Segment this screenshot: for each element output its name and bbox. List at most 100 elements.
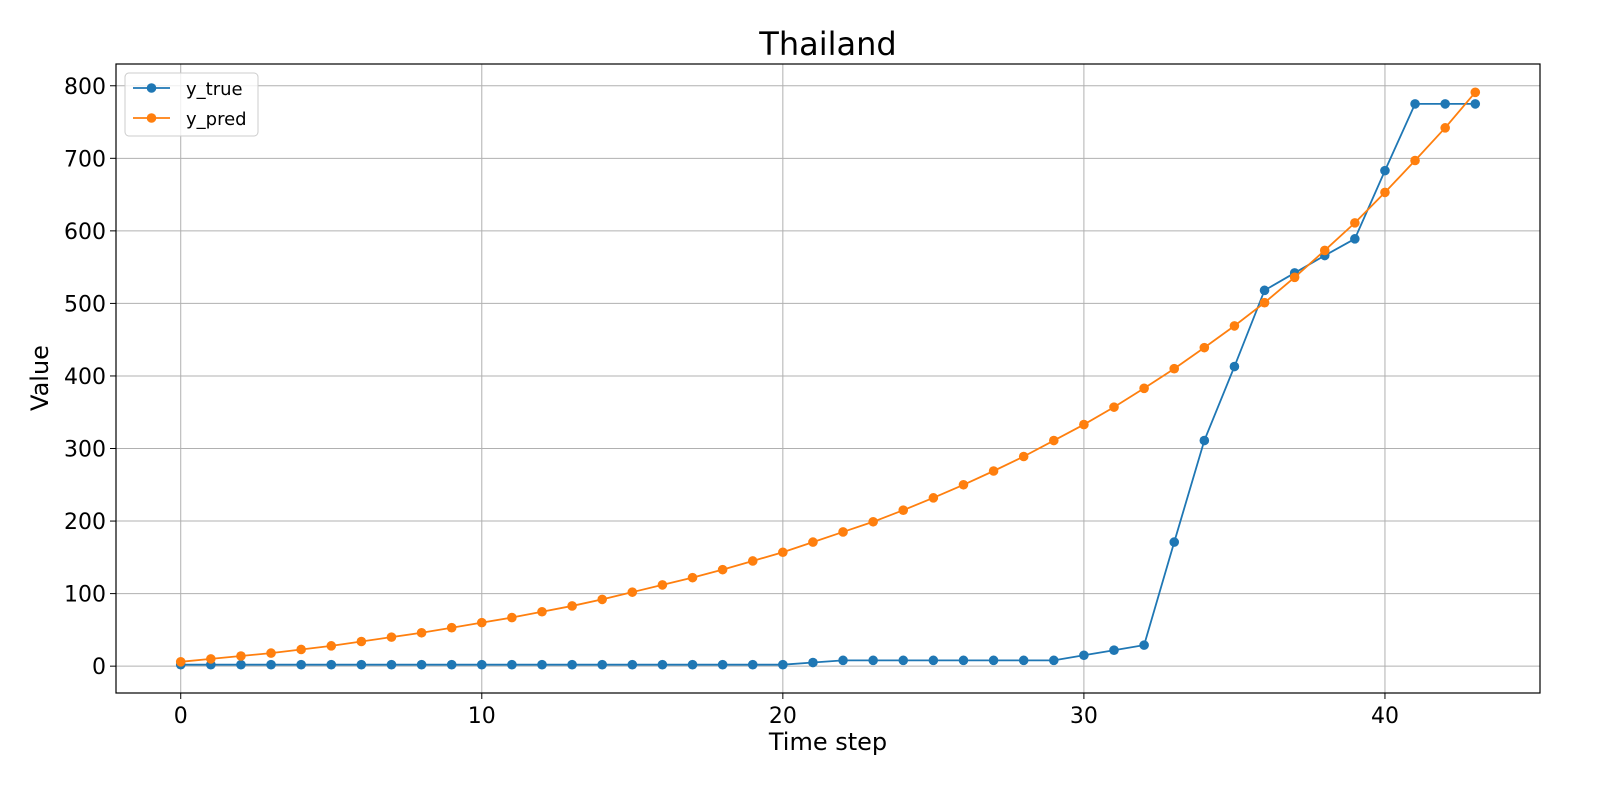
data-point-y_true — [747, 659, 758, 670]
x-tick-label: 0 — [174, 704, 188, 729]
data-point-y_true — [597, 659, 608, 670]
y-tick-label: 800 — [64, 75, 106, 100]
x-tick-label: 30 — [1070, 704, 1098, 729]
data-point-y_pred — [446, 622, 457, 633]
x-tick-label: 10 — [468, 704, 496, 729]
data-point-y_true — [1079, 650, 1089, 661]
data-point-y_true — [1139, 640, 1149, 650]
data-point-y_true — [1410, 99, 1420, 109]
data-point-y_true — [1350, 234, 1360, 244]
data-point-y_true — [386, 659, 397, 670]
data-point-y_true — [717, 659, 728, 670]
x-tick-label: 20 — [769, 704, 797, 729]
legend-label-y_true: y_true — [186, 79, 243, 100]
data-point-y_true — [898, 655, 909, 666]
data-point-y_true — [567, 659, 577, 670]
data-point-y_pred — [1380, 187, 1390, 198]
data-point-y_pred — [476, 617, 487, 628]
x-axis: 0 10 20 30 40 — [174, 693, 1399, 729]
data-point-y_true — [326, 659, 337, 670]
data-point-y_pred — [838, 527, 848, 537]
plot-frame — [115, 63, 1541, 694]
legend-label-y_pred: y_pred — [186, 109, 247, 130]
data-point-y_true — [928, 655, 939, 666]
chart-title: Thailand — [758, 25, 896, 63]
data-point-y_pred — [507, 612, 517, 623]
data-point-y_pred — [597, 594, 608, 605]
data-point-y_pred — [236, 651, 246, 661]
data-point-y_pred — [266, 648, 276, 658]
x-axis-label: Time step — [768, 728, 887, 756]
data-point-y_pred — [1440, 123, 1450, 133]
data-point-y_true — [446, 659, 457, 670]
data-point-y_pred — [1319, 245, 1330, 256]
legend: y_true y_pred — [124, 72, 259, 137]
data-point-y_pred — [1229, 321, 1240, 331]
data-point-y_pred — [778, 547, 788, 558]
y-tick-label: 100 — [64, 583, 106, 608]
data-point-y_pred — [687, 572, 698, 583]
data-point-y_pred — [567, 601, 577, 611]
data-point-y_true — [236, 659, 246, 670]
data-point-y_true — [507, 659, 517, 670]
data-point-y_pred — [1259, 297, 1270, 308]
series-line-y_pred — [180, 91, 1476, 663]
x-tick-label: 40 — [1371, 704, 1399, 729]
legend-item-y_pred: y_pred — [133, 109, 247, 130]
data-point-y_pred — [1350, 218, 1360, 228]
data-point-y_true — [687, 659, 698, 670]
data-point-y_pred — [717, 564, 728, 575]
data-point-y_true — [476, 659, 487, 670]
data-point-y_pred — [356, 636, 367, 647]
data-point-y_pred — [1048, 435, 1059, 446]
data-point-y_pred — [1289, 272, 1300, 283]
data-point-y_pred — [296, 644, 306, 655]
data-point-y_pred — [206, 654, 216, 664]
data-point-y_pred — [175, 657, 186, 667]
data-point-y_true — [778, 659, 788, 670]
data-point-y_true — [988, 655, 999, 666]
data-point-y_pred — [1199, 342, 1210, 353]
data-point-y_pred — [386, 632, 397, 642]
data-point-y_pred — [898, 505, 909, 515]
y-tick-label: 500 — [64, 292, 106, 317]
data-point-y_true — [296, 659, 306, 670]
data-point-y_pred — [747, 556, 758, 566]
data-point-y_true — [868, 655, 878, 666]
data-point-y_true — [416, 659, 427, 670]
data-point-y_pred — [627, 587, 638, 597]
series-line-y_true — [180, 103, 1476, 666]
data-point-y_pred — [1018, 451, 1029, 462]
series-layer — [175, 87, 1481, 670]
data-point-y_true — [1199, 435, 1210, 446]
data-point-y_pred — [1139, 383, 1149, 394]
data-point-y_pred — [868, 516, 878, 527]
y-tick-label: 600 — [64, 220, 106, 245]
data-point-y_true — [1169, 537, 1180, 547]
data-point-y_pred — [1109, 402, 1119, 412]
series-y_true — [175, 99, 1481, 670]
data-point-y_true — [1109, 645, 1119, 655]
data-point-y_pred — [928, 493, 939, 503]
data-point-y_true — [1229, 361, 1240, 372]
data-point-y_true — [1470, 99, 1481, 109]
data-point-y_pred — [416, 627, 427, 638]
data-point-y_true — [1048, 655, 1059, 666]
y-tick-label: 200 — [64, 510, 106, 535]
data-point-y_true — [266, 659, 276, 670]
data-point-y_true — [1018, 655, 1029, 666]
y-axis: 0 100 200 300 400 500 600 700 800 — [64, 75, 116, 680]
legend-marker-y_true — [146, 83, 157, 93]
data-point-y_pred — [1079, 419, 1089, 430]
data-point-y_true — [1259, 285, 1270, 296]
data-point-y_pred — [326, 641, 337, 651]
y-tick-label: 400 — [64, 365, 106, 390]
data-point-y_true — [958, 655, 969, 666]
data-point-y_true — [356, 659, 367, 670]
data-point-y_true — [1440, 99, 1450, 109]
y-tick-label: 300 — [64, 438, 106, 463]
data-point-y_pred — [808, 537, 818, 547]
y-tick-label: 0 — [92, 655, 106, 680]
data-point-y_pred — [1410, 155, 1420, 166]
